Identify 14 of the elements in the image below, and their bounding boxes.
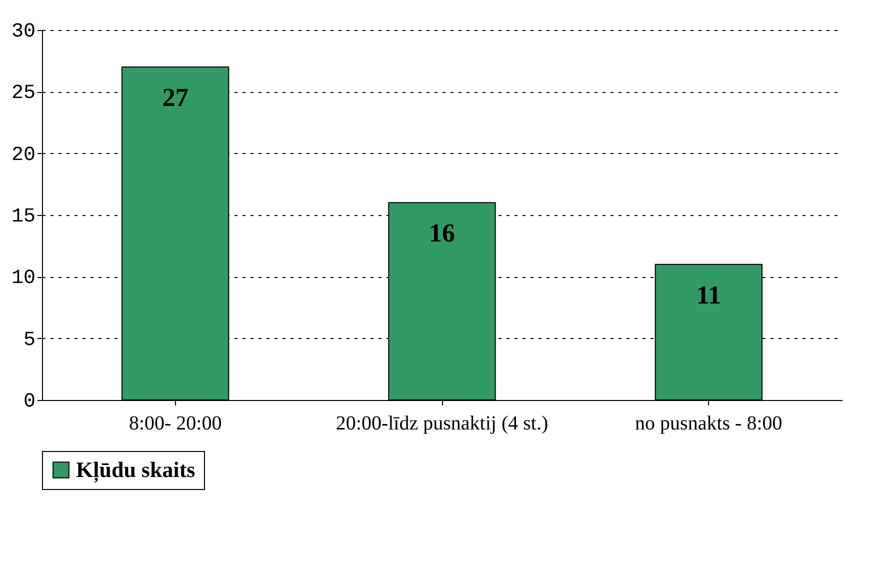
data-label: 27 [162, 83, 188, 112]
legend-label: Kļūdu skaits [76, 457, 196, 483]
x-tick-label: 8:00- 20:00 [128, 412, 222, 434]
y-tick-label: 25 [11, 82, 36, 106]
y-tick-label: 20 [11, 144, 36, 167]
y-tick-label: 10 [11, 267, 36, 290]
data-label: 16 [429, 218, 455, 248]
y-tick-label: 15 [11, 206, 36, 228]
x-tick-label: no pusnakts - 8:00 [635, 412, 782, 434]
x-tick-label: 20:00-līdz pusnaktij (4 st.) [336, 412, 548, 434]
y-tick-label: 30 [11, 20, 36, 44]
data-label: 11 [696, 280, 721, 310]
y-tick-label: 0 [23, 390, 36, 414]
y-tick-label: 5 [23, 328, 36, 352]
